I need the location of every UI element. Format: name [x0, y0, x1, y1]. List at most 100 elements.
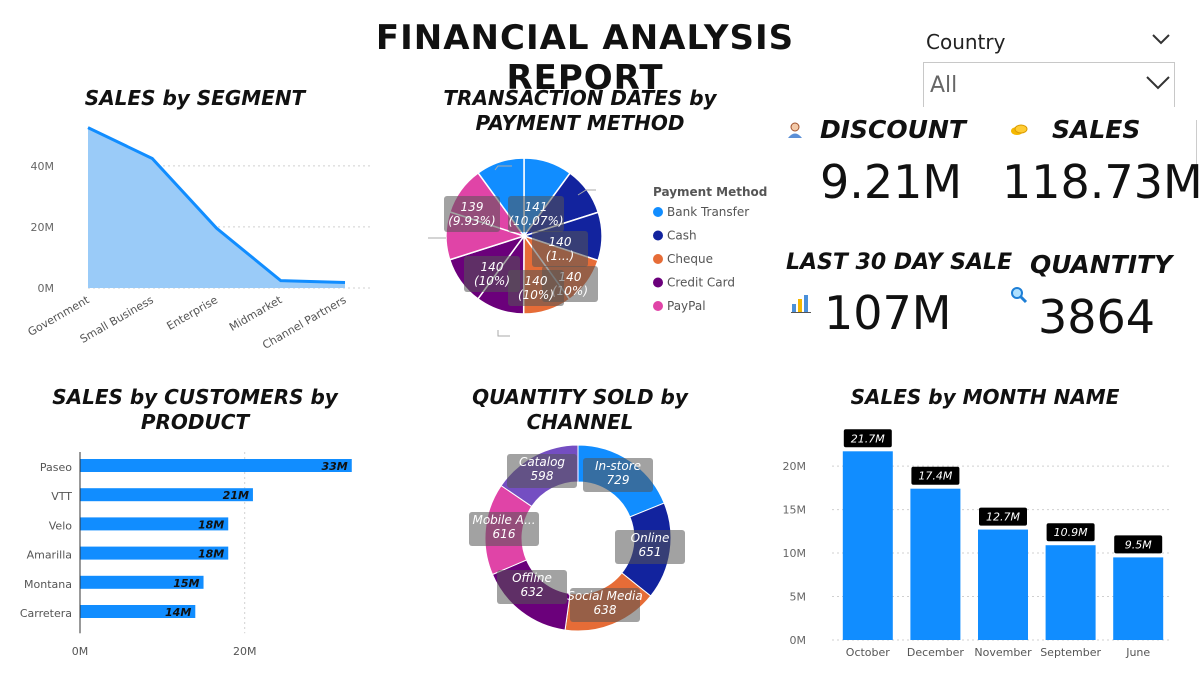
data-label: 139 (9.93%) [448, 200, 495, 228]
x-tick-label: 0M [72, 645, 89, 658]
data-label-box [464, 256, 520, 292]
data-label: 140 (10%) [518, 274, 554, 302]
sales-by-customers-title: SALES by CUSTOMERS by PRODUCT [52, 385, 338, 434]
data-label: 10.9M [1054, 526, 1088, 539]
x-tick-label: Enterprise [164, 293, 220, 333]
data-label-box [469, 512, 539, 546]
coins-icon [1011, 124, 1028, 135]
payment-method-pie-chart: 141 (10.07%)140 (1...)140 (10%)140 (10%)140(… [428, 157, 767, 337]
y-tick-label: VTT [51, 490, 72, 503]
person-icon [788, 122, 802, 138]
legend-marker [653, 277, 663, 288]
legend-marker [653, 254, 663, 264]
data-label: 18M [198, 518, 224, 531]
y-tick-label: Amarilla [27, 549, 72, 562]
x-tick-label: Midmarket [227, 293, 285, 334]
data-label: 141 (10.07%) [508, 200, 563, 228]
chevron-down-icon[interactable] [1144, 71, 1172, 93]
chevron-down-icon[interactable] [1150, 28, 1172, 50]
bar [80, 517, 229, 531]
quantity-sold-donut-chart: In-store 729 Online 651 Social Media 638 Offli… [469, 444, 685, 632]
data-label-box [508, 196, 564, 232]
country-slicer-dropdown[interactable]: All [923, 62, 1175, 107]
data-label-box [497, 570, 567, 604]
data-label-box [444, 196, 500, 232]
payment-method-title: TRANSACTION DATES by PAYMENT METHOD [443, 86, 717, 135]
data-label-box [979, 507, 1027, 526]
leader-line [497, 330, 510, 337]
last-30-day-sale-label: LAST 30 DAY SALE [786, 250, 1013, 275]
bar [1045, 545, 1096, 640]
bar [80, 546, 229, 560]
bar [80, 575, 204, 589]
x-tick-label: September [1040, 646, 1101, 659]
data-label-box [1046, 523, 1095, 542]
data-label-box [615, 530, 685, 564]
y-tick-label: 20M [31, 221, 55, 234]
data-label: 140 (10%) [474, 260, 510, 288]
bar [910, 488, 961, 640]
bar [1113, 557, 1164, 640]
y-tick-label: 15M [783, 504, 807, 517]
area-fill [88, 127, 345, 288]
country-slicer-label: Country [926, 30, 1006, 54]
y-tick-label: 5M [790, 591, 807, 604]
legend-item: Bank Transfer [667, 205, 749, 219]
bar [80, 605, 196, 618]
divider [1196, 120, 1197, 180]
leader-line [577, 189, 596, 196]
y-tick-label: 20M [783, 460, 807, 473]
y-tick-label: 10M [783, 547, 807, 560]
bar [978, 529, 1028, 640]
x-tick-label: June [1125, 646, 1150, 659]
quantity-label: QUANTITY [1030, 250, 1173, 279]
y-tick-label: Paseo [40, 461, 72, 474]
sales-by-segment-title: SALES by SEGMENT [84, 86, 306, 110]
legend-marker [653, 207, 663, 217]
x-tick-label: December [907, 646, 965, 659]
x-tick-label: November [974, 646, 1032, 659]
last-30-day-sale-value: 107M [824, 286, 952, 340]
legend-item: PayPal [667, 299, 706, 313]
data-label: Mobile A... 616 [472, 513, 535, 541]
y-tick-label: Carretera [20, 607, 72, 620]
data-label: 21M [223, 489, 249, 502]
country-slicer-value: All [930, 73, 958, 98]
data-label-box [1114, 535, 1163, 554]
bar [80, 459, 352, 472]
data-label-box [532, 231, 588, 267]
y-tick-label: Velo [49, 519, 72, 532]
y-tick-label: 0M [38, 282, 55, 295]
legend-item: Cheque [667, 252, 713, 266]
leader-line [494, 165, 512, 171]
data-label: 15M [173, 577, 199, 590]
bar-chart-icon [791, 295, 811, 313]
legend-title: Payment Method [653, 185, 767, 199]
magnifier-icon [1011, 287, 1028, 304]
y-tick-label: 40M [31, 160, 55, 173]
legend-item: Credit Card [667, 276, 735, 290]
discount-value: 9.21M [820, 155, 963, 209]
data-label: In-store 729 [595, 459, 641, 487]
quantity-sold-title: QUANTITY SOLD by CHANNEL [472, 385, 688, 434]
data-label-box [508, 270, 564, 306]
sales-by-month-chart: 0M 5M 10M 15M 20M 21.7M October 17.4M December 12… [783, 429, 1170, 659]
data-label: 9.5M [1125, 538, 1152, 551]
report-title: FINANCIAL ANALYSIS REPORT [375, 18, 795, 98]
data-label-box [507, 454, 577, 488]
data-label: 140 (1...) [546, 235, 574, 263]
x-tick-label: 20M [233, 645, 256, 658]
quantity-value: 3864 [1038, 290, 1156, 344]
sales-label: SALES [1052, 115, 1141, 144]
sales-by-customers-chart: 0M 20M Paseo 33M VTT 21M Velo 18M Amarilla 18M Mon… [20, 452, 352, 658]
data-label: Offline 632 [512, 571, 552, 599]
data-label: Social Media 638 [567, 589, 642, 617]
discount-label: DISCOUNT [820, 115, 966, 144]
data-label: 33M [321, 460, 347, 473]
legend-marker [653, 230, 663, 241]
bar [842, 451, 893, 640]
data-label-box [570, 588, 640, 622]
data-label-box [583, 458, 653, 492]
y-tick-label: Montana [24, 578, 72, 591]
